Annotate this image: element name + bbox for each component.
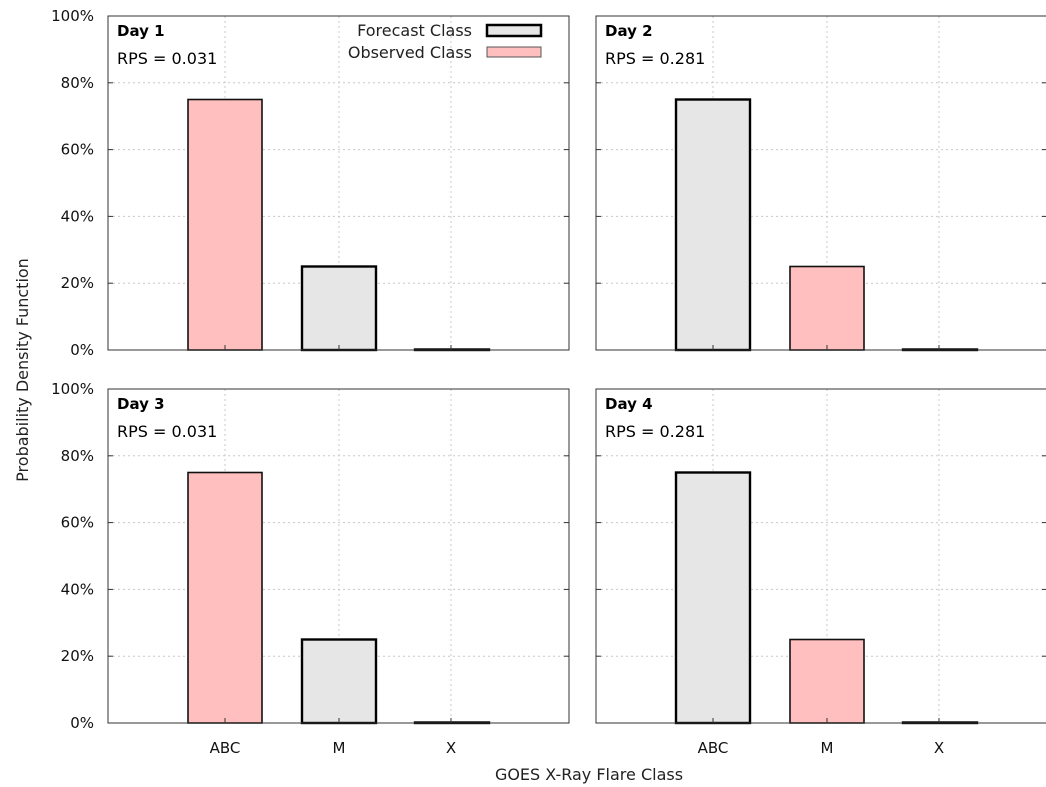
panel-rps-score: RPS = 0.281 [605, 422, 705, 441]
bar-day4-abc-forecast [674, 471, 752, 725]
legend: Forecast Class Observed Class [348, 21, 543, 62]
panel-rps-score: RPS = 0.281 [605, 49, 705, 68]
ytick-label-40: 40% [61, 207, 94, 225]
panel-day-4: ABC M X Day 4 RPS = 0.281 [595, 388, 1046, 757]
panel-day-1: 0% 20% 40% 60% 80% 100% Day 1 RPS = 0.031 [51, 7, 570, 359]
ytick-label-60: 60% [61, 141, 94, 159]
bar-day1-abc-observed [187, 98, 263, 351]
xtick-label-m: M [821, 739, 834, 757]
legend-label-observed: Observed Class [348, 43, 472, 62]
panel-title: Day 3 [117, 395, 165, 413]
ytick-label-80: 80% [61, 447, 94, 465]
ytick-label-80: 80% [61, 74, 94, 92]
panel-day-2: Day 2 RPS = 0.281 [595, 15, 1046, 352]
bar-day3-m-forecast [300, 638, 378, 725]
ytick-label-0: 0% [70, 714, 94, 732]
panel-title: Day 4 [605, 395, 653, 413]
panel-frame [595, 15, 1046, 351]
ytick-label-40: 40% [61, 580, 94, 598]
panel-title: Day 1 [117, 22, 165, 40]
bar-day1-m-forecast [300, 265, 378, 352]
legend-label-forecast: Forecast Class [357, 21, 472, 40]
xtick-label-abc: ABC [210, 739, 241, 757]
xtick-label-x: X [934, 739, 944, 757]
ytick-label-0: 0% [70, 341, 94, 359]
panels-layer: 0% 20% 40% 60% 80% 100% Day 1 RPS = 0.031 Day 2 R… [51, 7, 1046, 757]
x-axis-title: GOES X-Ray Flare Class [495, 765, 683, 784]
ytick-label-20: 20% [61, 647, 94, 665]
bar-day4-m-observed [789, 638, 865, 724]
panel-rps-score: RPS = 0.031 [117, 422, 217, 441]
y-axis-title: Probability Density Function [13, 258, 32, 482]
ytick-label-100: 100% [51, 7, 94, 25]
legend-swatch-observed [486, 46, 542, 58]
legend-swatch-forecast [485, 23, 543, 38]
bar-day2-m-observed [789, 265, 865, 351]
panel-day-3: 0% 20% 40% 60% 80% 100% ABC M X Day 3 RPS = 0.031 [51, 380, 570, 757]
panel-title: Day 2 [605, 22, 653, 40]
xtick-label-m: M [333, 739, 346, 757]
xtick-label-abc: ABC [698, 739, 729, 757]
ytick-label-60: 60% [61, 514, 94, 532]
bar-day3-abc-observed [187, 471, 263, 724]
bar-day2-abc-forecast [674, 98, 752, 352]
ytick-label-100: 100% [51, 380, 94, 398]
panel-frame [595, 388, 1046, 724]
ytick-label-20: 20% [61, 274, 94, 292]
xtick-label-x: X [446, 739, 456, 757]
panel-rps-score: RPS = 0.031 [117, 49, 217, 68]
